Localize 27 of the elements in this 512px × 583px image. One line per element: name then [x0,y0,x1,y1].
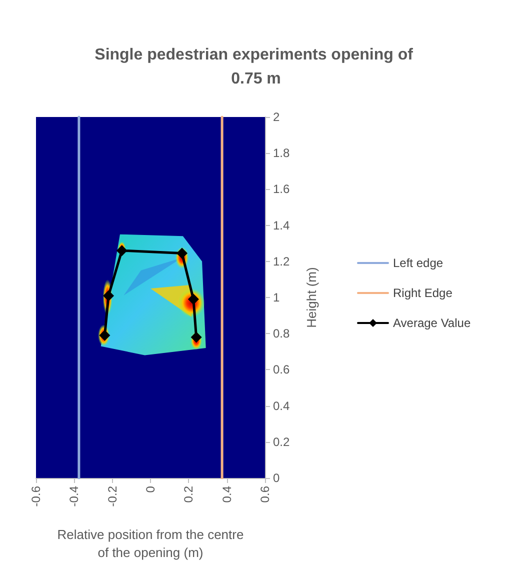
point [103,290,114,302]
x-tick-label: -0.6 [29,486,43,507]
y-tick-label: 1.6 [273,182,290,196]
x-tick-label: -0.4 [67,486,82,507]
y-tick-label: 1.2 [273,254,290,268]
chart-title: Single pedestrian experiments opening of 0.75 m [94,46,418,88]
y-tick-label: 1.4 [273,218,290,232]
legend-label: Right Edge [393,286,453,300]
y-tick-label: 1.8 [273,146,290,160]
x-tick-label: 0 [144,486,158,493]
x-tick-label: 0.2 [182,486,196,503]
legend-label: Average Value [393,316,471,330]
y-tick-label: 0 [273,471,280,485]
y-tick-label: 2 [273,110,280,124]
point [190,332,202,343]
y-tick-label: 0.6 [273,362,290,377]
y-tick-label: 0.4 [273,398,290,413]
y-tick-label: 1 [273,290,280,304]
x-axis-title: Relative position from the centre of the opening (m) [56,526,245,562]
legend-label: Left edge [393,256,444,270]
x-tick-label: -0.2 [105,486,120,507]
x-tick-label: 0.4 [220,486,234,503]
y-tick-label: 0.2 [273,434,290,449]
y-axis-title: Height (m) [304,267,319,328]
point [116,245,128,256]
y-tick-label: 0.8 [273,326,290,341]
point [99,330,110,341]
